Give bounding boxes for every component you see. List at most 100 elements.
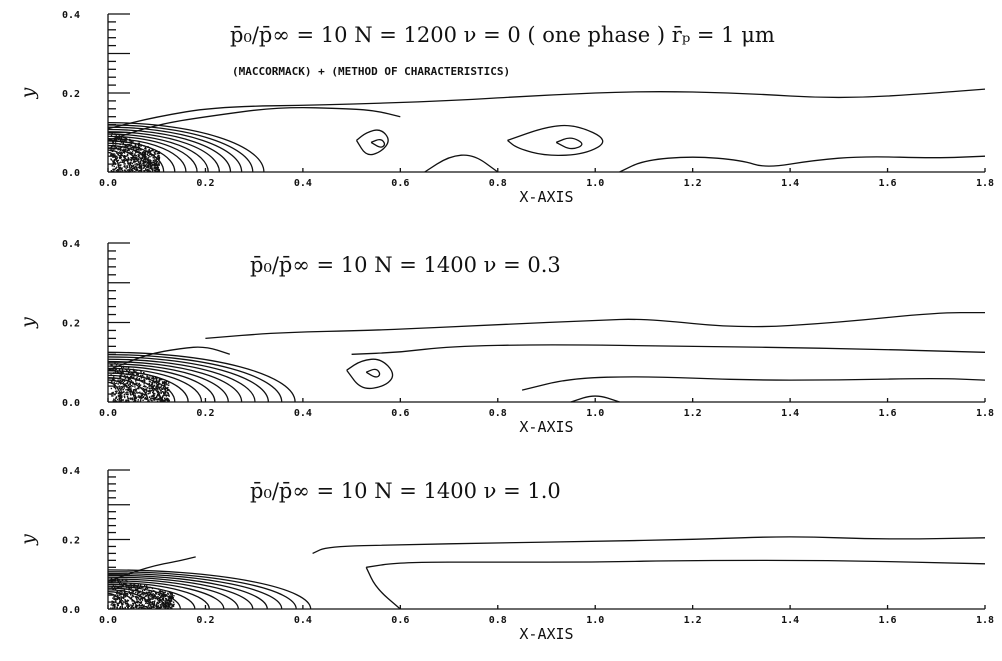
particle-dot bbox=[113, 398, 115, 400]
particle-dot bbox=[155, 382, 158, 385]
particle-dot bbox=[141, 590, 144, 592]
particle-dot bbox=[118, 368, 121, 371]
particle-dot bbox=[157, 591, 160, 594]
particle-dot bbox=[131, 375, 133, 378]
particle-dot bbox=[144, 595, 147, 597]
x-tick-label: 1.0 bbox=[586, 615, 604, 626]
particle-dot bbox=[147, 401, 149, 403]
particle-dot bbox=[129, 146, 131, 148]
particle-dot bbox=[117, 170, 119, 172]
particle-dot bbox=[119, 400, 122, 402]
x-tick-label: 0.8 bbox=[489, 615, 507, 626]
particle-dot bbox=[143, 596, 146, 599]
particle-dot bbox=[158, 378, 161, 380]
particle-dot bbox=[128, 587, 131, 589]
particle-dot bbox=[126, 149, 128, 151]
particle-dot bbox=[134, 384, 136, 386]
particle-dot bbox=[119, 607, 122, 609]
particle-dot bbox=[113, 153, 115, 155]
particle-dot bbox=[162, 601, 165, 604]
particle-dot bbox=[124, 603, 127, 605]
particle-dot bbox=[120, 137, 123, 139]
particle-dot bbox=[139, 606, 141, 609]
particle-dot bbox=[147, 157, 149, 159]
particle-dot bbox=[158, 606, 160, 608]
particle-dot bbox=[111, 133, 113, 135]
particle-dot bbox=[112, 156, 114, 158]
particle-dot bbox=[146, 601, 148, 603]
particle-dot bbox=[129, 162, 131, 165]
particle-dot bbox=[137, 151, 139, 153]
contour-line bbox=[424, 154, 499, 173]
particle-dot bbox=[118, 398, 121, 401]
particle-dot bbox=[151, 594, 153, 596]
particle-dot bbox=[157, 155, 160, 157]
particle-dot bbox=[117, 140, 119, 142]
particle-dot bbox=[112, 150, 114, 153]
particle-dot bbox=[141, 156, 143, 158]
particle-dot bbox=[146, 158, 148, 160]
particle-dot bbox=[122, 136, 124, 138]
particle-dot bbox=[121, 139, 124, 141]
particle-dot bbox=[168, 603, 170, 606]
particle-dot bbox=[160, 391, 162, 393]
x-axis-label: X-AXIS bbox=[519, 418, 573, 436]
particle-dot bbox=[120, 593, 123, 595]
particle-dot bbox=[134, 170, 136, 173]
particle-dot bbox=[116, 137, 118, 140]
particle-dot bbox=[119, 168, 121, 170]
particle-dot bbox=[135, 158, 137, 160]
particle-dot bbox=[143, 170, 146, 172]
particle-dot bbox=[134, 400, 136, 402]
x-tick-label: 0.4 bbox=[294, 178, 312, 189]
particle-dot bbox=[158, 590, 161, 592]
x-tick-label: 0.6 bbox=[391, 178, 409, 189]
particle-dot bbox=[144, 155, 146, 157]
particle-dot bbox=[138, 146, 141, 149]
particle-dot bbox=[110, 387, 113, 390]
particle-dot bbox=[146, 606, 148, 608]
particle-dot bbox=[137, 146, 139, 148]
particle-dot bbox=[125, 585, 127, 587]
particle-dot bbox=[130, 398, 132, 400]
particle-dot bbox=[153, 389, 155, 391]
particle-dot bbox=[161, 598, 163, 601]
particle-dot bbox=[153, 395, 156, 397]
particle-dot bbox=[157, 165, 159, 167]
particle-dot bbox=[156, 390, 158, 392]
particle-dot bbox=[171, 603, 173, 605]
particle-dot bbox=[152, 157, 154, 159]
particle-dot bbox=[158, 163, 160, 165]
contour-line bbox=[351, 344, 986, 355]
particle-dot bbox=[148, 607, 151, 609]
particle-dot bbox=[121, 396, 123, 398]
particle-dot bbox=[157, 399, 159, 401]
particle-dot bbox=[148, 604, 150, 606]
near-field-contour bbox=[107, 126, 243, 173]
particle-dot bbox=[137, 592, 139, 594]
particle-dot bbox=[166, 390, 169, 392]
particle-dot bbox=[139, 385, 141, 387]
particle-dot bbox=[112, 170, 114, 173]
particle-dot bbox=[134, 593, 136, 595]
particle-dot bbox=[158, 152, 161, 154]
particle-dot bbox=[113, 383, 115, 385]
particle-dot bbox=[127, 148, 130, 151]
particle-dot bbox=[173, 595, 175, 597]
particle-dot bbox=[113, 160, 115, 163]
chart-panel-3: 0.0 0.2 0.4 0.0 0.2 0.4 0.6 0.8 1.0 1.2 1.4 1.6 1.8 X… bbox=[17, 466, 994, 643]
particle-dot bbox=[165, 601, 168, 603]
particle-dot bbox=[114, 579, 117, 581]
particle-dot bbox=[118, 598, 121, 600]
particle-dot bbox=[153, 157, 156, 159]
particle-dot bbox=[147, 376, 149, 378]
x-tick-label: 0.4 bbox=[294, 408, 312, 419]
particle-dot bbox=[138, 384, 141, 386]
particle-dot bbox=[157, 164, 160, 166]
particle-dot bbox=[138, 596, 140, 598]
near-field-contour bbox=[107, 592, 124, 610]
particle-dot bbox=[147, 399, 149, 402]
particle-dot bbox=[152, 590, 155, 592]
particle-dot bbox=[152, 391, 154, 394]
particle-dot bbox=[113, 159, 115, 161]
